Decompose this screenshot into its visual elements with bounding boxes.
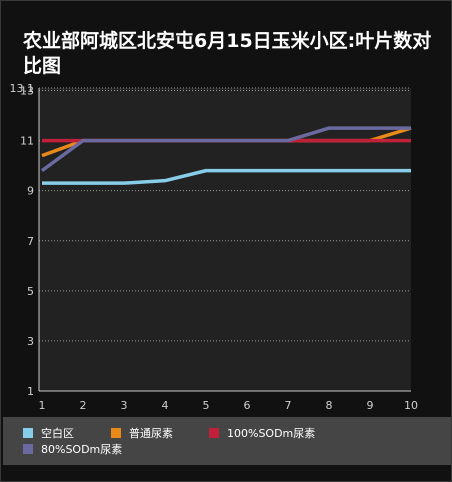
x-tick-label: 1 [39, 399, 46, 412]
legend: 空白区 普通尿素 100%SODm尿素 80%SODm尿素 [3, 417, 451, 465]
x-tick-label: 3 [121, 399, 128, 412]
x-tick-label: 8 [326, 399, 333, 412]
x-tick-label: 9 [367, 399, 374, 412]
legend-label: 普通尿素 [129, 427, 173, 440]
y-tick-label: 3 [27, 335, 34, 348]
legend-swatch [111, 428, 121, 438]
series-lines [40, 126, 412, 185]
legend-swatch [23, 428, 33, 438]
y-tick-label: 5 [27, 285, 34, 298]
gridlines [39, 87, 411, 391]
legend-label: 100%SODm尿素 [227, 427, 316, 440]
x-tick-label: 10 [404, 399, 418, 412]
legend-label: 空白区 [41, 427, 74, 440]
legend-item: 80%SODm尿素 [23, 441, 122, 457]
y-tick-label: 7 [27, 235, 34, 248]
legend-item: 100%SODm尿素 [209, 425, 315, 441]
x-tick-label: 2 [80, 399, 87, 412]
y-tick-label: 13 [20, 85, 34, 98]
legend-item: 普通尿素 [111, 425, 173, 441]
legend-label: 80%SODm尿素 [41, 443, 123, 456]
chart-title: 农业部阿城区北安屯6月15日玉米小区:叶片数对比图 [23, 30, 432, 77]
x-tick-label: 7 [285, 399, 292, 412]
y-tick-label: 9 [27, 185, 34, 198]
series-line-3 [40, 126, 411, 173]
y-tick-label: 11 [20, 135, 34, 148]
plot-area [39, 88, 411, 391]
legend-swatch [209, 428, 219, 438]
series-line-0 [42, 168, 411, 185]
y-tick-label: 1 [27, 385, 34, 398]
x-tick-label: 6 [244, 399, 251, 412]
legend-swatch [23, 444, 33, 454]
x-tick-label: 5 [203, 399, 210, 412]
y-tick-label: 13.1 [10, 82, 35, 95]
legend-item: 空白区 [23, 425, 74, 441]
x-tick-label: 4 [162, 399, 169, 412]
